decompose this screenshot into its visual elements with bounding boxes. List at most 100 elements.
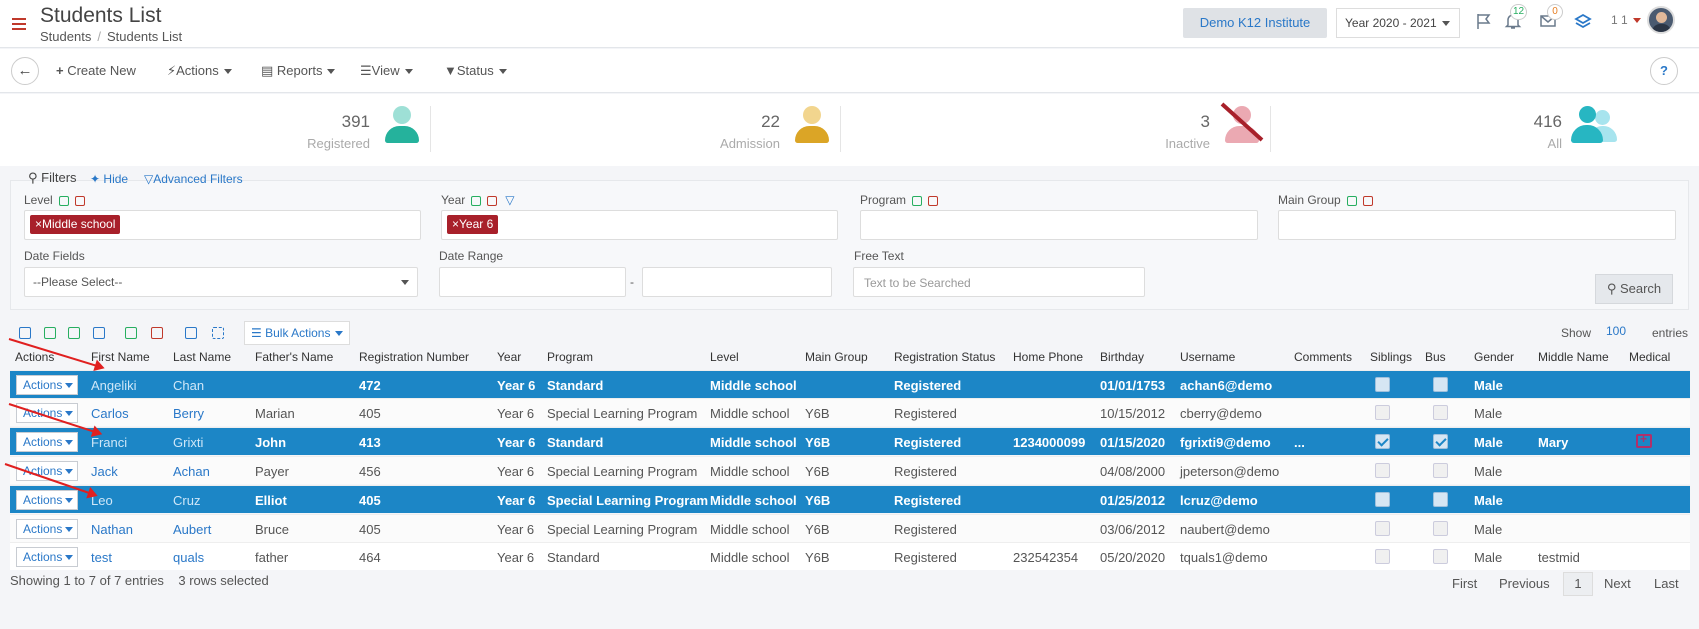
print-icon[interactable] xyxy=(19,327,31,339)
help-button[interactable]: ? xyxy=(1650,57,1678,85)
column-header[interactable]: Comments xyxy=(1294,350,1353,364)
siblings-checkbox[interactable] xyxy=(1375,521,1390,536)
select-all-icon[interactable] xyxy=(58,195,69,206)
table-row[interactable]: Actions Nathan Aubert Bruce 405 Year 6 Special… xyxy=(10,514,1690,542)
stat-admission[interactable]: 22 Admission xyxy=(430,94,841,166)
column-header[interactable]: First Name xyxy=(91,350,150,364)
bus-checkbox[interactable] xyxy=(1433,492,1448,507)
year-tag[interactable]: ×Year 6 xyxy=(447,215,499,234)
institute-button[interactable]: Demo K12 Institute xyxy=(1183,8,1327,38)
date-range-start[interactable] xyxy=(439,267,626,297)
row-actions-button[interactable]: Actions xyxy=(16,490,78,510)
bulk-actions-button[interactable]: ☰ Bulk Actions xyxy=(244,321,351,345)
clear-icon[interactable] xyxy=(928,195,939,206)
program-multiselect[interactable] xyxy=(860,210,1258,240)
level-multiselect[interactable]: ×Middle school xyxy=(24,210,421,240)
siblings-checkbox[interactable] xyxy=(1375,377,1390,392)
bus-checkbox[interactable] xyxy=(1433,463,1448,478)
column-header[interactable]: Bus xyxy=(1425,350,1446,364)
page-size-select[interactable]: 100 xyxy=(1606,324,1627,338)
select-all-icon[interactable] xyxy=(1346,195,1357,206)
table-row[interactable]: Actions test quals father 464 Year 6 Standard M… xyxy=(10,542,1690,570)
bus-checkbox[interactable] xyxy=(1433,549,1448,564)
flag-icon[interactable] xyxy=(1474,12,1494,32)
cell-last[interactable]: Cruz xyxy=(173,493,201,508)
search-button[interactable]: ⚲ Search xyxy=(1595,274,1673,304)
column-header[interactable]: Middle Name xyxy=(1538,350,1609,364)
view-menu[interactable]: ☰View xyxy=(360,63,413,79)
hide-filters-link[interactable]: ✦ Hide xyxy=(90,172,129,186)
siblings-checkbox[interactable] xyxy=(1375,463,1390,478)
clear-icon[interactable] xyxy=(487,195,498,206)
cell-last[interactable]: Aubert xyxy=(173,522,212,537)
menu-icon[interactable] xyxy=(12,18,26,30)
column-header[interactable]: Username xyxy=(1180,350,1236,364)
table-row[interactable]: Actions Carlos Berry Marian 405 Year 6 Special… xyxy=(10,398,1690,426)
table-row[interactable]: Actions Leo Cruz Elliot 405 Year 6 Special Lea… xyxy=(10,485,1690,513)
pager-previous[interactable]: Previous xyxy=(1499,576,1550,591)
table-row[interactable]: Actions Jack Achan Payer 456 Year 6 Special Le… xyxy=(10,456,1690,484)
cell-first[interactable]: Angeliki xyxy=(91,378,137,393)
cell-last[interactable]: quals xyxy=(173,550,205,565)
column-header[interactable]: Registration Number xyxy=(359,350,470,364)
date-fields-select[interactable]: --Please Select-- xyxy=(24,267,418,297)
avatar[interactable] xyxy=(1647,6,1675,34)
compress-icon[interactable] xyxy=(212,327,224,339)
remove-icon[interactable]: × xyxy=(452,217,460,231)
cell-first[interactable]: Carlos xyxy=(91,406,129,421)
csv-icon[interactable] xyxy=(68,327,80,339)
column-header[interactable]: Actions xyxy=(15,350,55,364)
table-row[interactable]: Actions Angeliki Chan 472 Year 6 Standard Midd… xyxy=(10,370,1690,398)
pager-last[interactable]: Last xyxy=(1654,576,1679,591)
columns-icon[interactable] xyxy=(185,327,197,339)
medical-kit-icon[interactable] xyxy=(1636,432,1652,448)
row-actions-button[interactable]: Actions xyxy=(16,403,78,423)
cell-last[interactable]: Chan xyxy=(173,378,205,393)
table-row[interactable]: Actions Franci Grixti John 413 Year 6 Standard… xyxy=(10,427,1690,455)
column-header[interactable]: Birthday xyxy=(1100,350,1145,364)
clear-icon[interactable] xyxy=(1362,195,1373,206)
column-header[interactable]: Registration Status xyxy=(894,350,996,364)
stat-inactive[interactable]: 3 Inactive xyxy=(840,94,1271,166)
layers-icon[interactable] xyxy=(1573,12,1593,32)
reports-menu[interactable]: ▤ Reports xyxy=(261,63,336,79)
pager-next[interactable]: Next xyxy=(1604,576,1631,591)
stat-registered[interactable]: 391 Registered xyxy=(0,94,431,166)
column-header[interactable]: Program xyxy=(547,350,594,364)
column-header[interactable]: Father's Name xyxy=(255,350,334,364)
free-text-input[interactable]: Text to be Searched xyxy=(853,267,1145,297)
pager-current[interactable]: 1 xyxy=(1563,572,1593,596)
siblings-checkbox[interactable] xyxy=(1375,492,1390,507)
row-actions-button[interactable]: Actions xyxy=(16,547,78,567)
column-header[interactable]: Siblings xyxy=(1370,350,1413,364)
advanced-filters-link[interactable]: ▽Advanced Filters xyxy=(144,172,243,186)
year-multiselect[interactable]: ×Year 6 xyxy=(441,210,838,240)
column-header[interactable]: Medical xyxy=(1629,350,1671,364)
back-button[interactable]: ← xyxy=(11,57,39,85)
date-range-end[interactable] xyxy=(642,267,832,297)
select-all-icon[interactable] xyxy=(471,195,482,206)
remove-icon[interactable]: × xyxy=(35,217,43,231)
column-header[interactable]: Year xyxy=(497,350,522,364)
deselect-all-icon[interactable] xyxy=(151,327,163,339)
cell-last[interactable]: Grixti xyxy=(173,435,204,450)
cell-first[interactable]: Jack xyxy=(91,464,118,479)
copy-icon[interactable] xyxy=(93,327,105,339)
column-header[interactable]: Gender xyxy=(1474,350,1515,364)
column-header[interactable]: Level xyxy=(710,350,739,364)
column-header[interactable]: Main Group xyxy=(805,350,868,364)
breadcrumb-students[interactable]: Students xyxy=(40,29,92,44)
cell-last[interactable]: Berry xyxy=(173,406,205,421)
cell-last[interactable]: Achan xyxy=(173,464,210,479)
user-label[interactable]: 1 1 xyxy=(1611,13,1641,27)
excel-icon[interactable] xyxy=(44,327,56,339)
main-group-multiselect[interactable] xyxy=(1278,210,1676,240)
siblings-checkbox[interactable] xyxy=(1375,405,1390,420)
siblings-checkbox[interactable] xyxy=(1375,549,1390,564)
actions-menu[interactable]: ⚡︎Actions xyxy=(167,63,232,79)
row-actions-button[interactable]: Actions xyxy=(16,375,78,395)
pager-first[interactable]: First xyxy=(1452,576,1478,591)
clear-icon[interactable] xyxy=(74,195,85,206)
status-menu[interactable]: ▼Status xyxy=(444,63,507,78)
year-select[interactable]: Year 2020 - 2021 xyxy=(1336,8,1460,38)
